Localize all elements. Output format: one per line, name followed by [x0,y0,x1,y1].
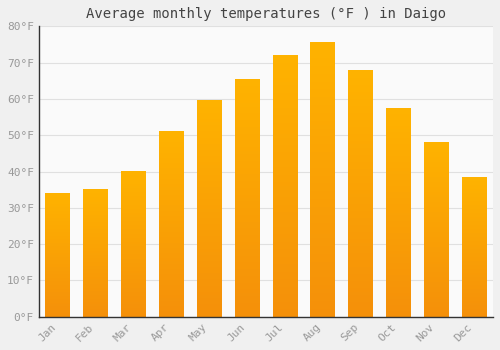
Bar [310,43,335,317]
Bar [272,55,297,317]
Bar [121,172,146,317]
Bar [462,177,486,317]
Bar [424,142,448,317]
Title: Average monthly temperatures (°F ) in Daigo: Average monthly temperatures (°F ) in Da… [86,7,446,21]
Bar [84,190,108,317]
Bar [386,108,410,317]
Bar [234,79,260,317]
Bar [46,193,70,317]
Bar [197,101,222,317]
Bar [348,70,373,317]
Bar [159,132,184,317]
